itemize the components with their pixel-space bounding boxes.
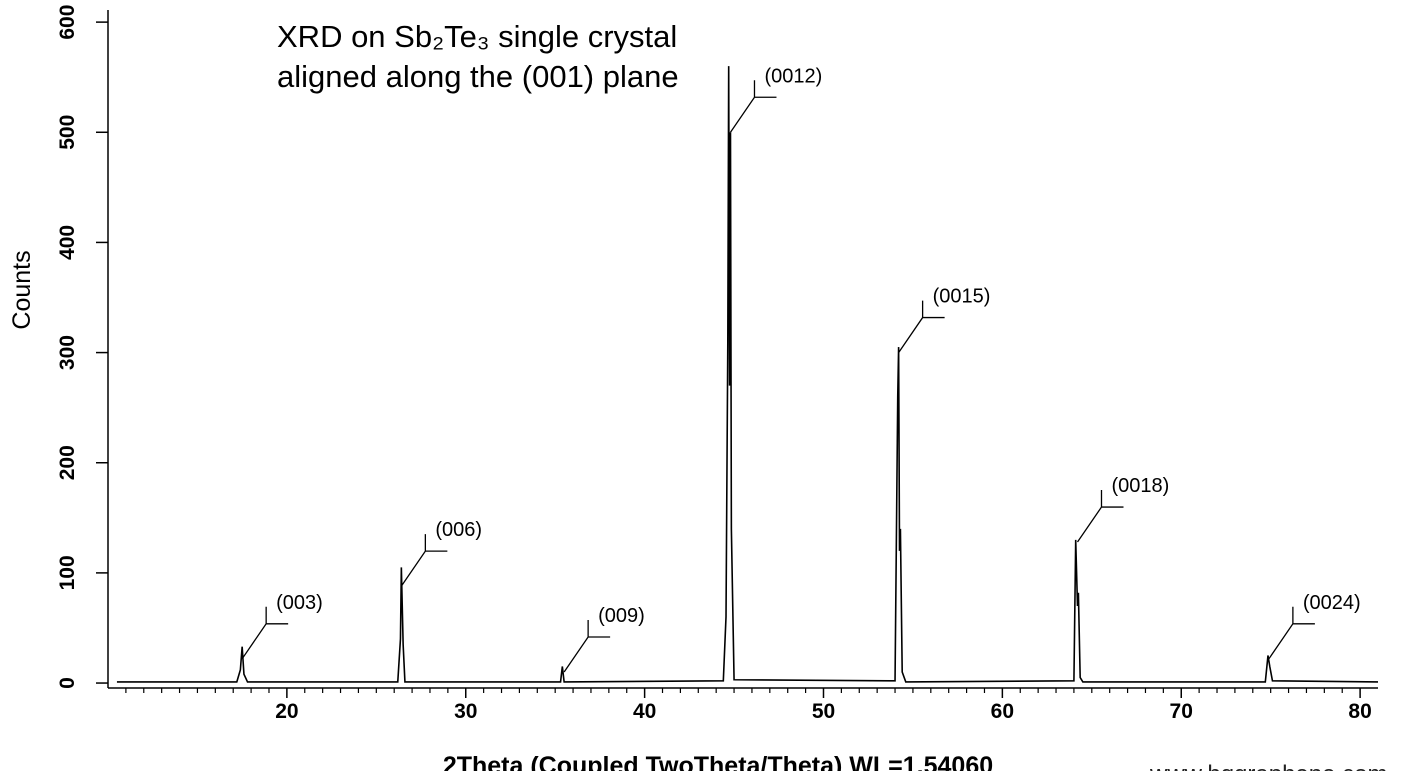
chart-title: XRD on Sb₂Te₃ single crystal xyxy=(277,19,677,54)
x-axis-label: 2Theta (Coupled TwoTheta/Theta) WL=1.540… xyxy=(443,752,993,771)
y-tick-label: 400 xyxy=(56,225,79,260)
y-tick-label: 0 xyxy=(56,677,79,689)
y-axis-label: Counts xyxy=(8,250,36,329)
x-tick-label: 40 xyxy=(633,700,656,723)
peak-label: (009) xyxy=(598,605,645,627)
x-tick-label: 50 xyxy=(812,700,835,723)
peak-leader xyxy=(729,80,777,133)
peak-leader xyxy=(241,606,289,660)
peak-leader xyxy=(1076,490,1124,543)
x-tick-label: 80 xyxy=(1348,700,1371,723)
y-tick-label: 500 xyxy=(56,115,79,150)
peak-label: (0015) xyxy=(933,286,991,308)
peak-leader xyxy=(898,300,945,353)
watermark: www.hqgraphene.com xyxy=(1149,761,1387,771)
peak-label: (006) xyxy=(435,519,482,541)
peak-label: (003) xyxy=(276,592,323,614)
y-tick-label: 100 xyxy=(56,555,79,590)
peak-label: (0012) xyxy=(764,65,822,87)
peak-label: (0018) xyxy=(1111,475,1169,497)
peak-leader xyxy=(400,534,448,587)
y-tick-label: 300 xyxy=(56,335,79,370)
x-tick-label: 20 xyxy=(275,700,298,723)
x-tick-label: 30 xyxy=(454,700,477,723)
peak-leader xyxy=(1268,606,1315,660)
x-tick-label: 70 xyxy=(1170,700,1193,723)
x-tick-label: 60 xyxy=(991,700,1014,723)
y-tick-label: 600 xyxy=(56,5,79,40)
chart-subtitle: aligned along the (001) plane xyxy=(277,59,679,94)
y-tick-label: 200 xyxy=(56,445,79,480)
xrd-trace xyxy=(116,66,1379,683)
peak-leader xyxy=(563,620,611,673)
peak-label: (0024) xyxy=(1303,592,1361,614)
